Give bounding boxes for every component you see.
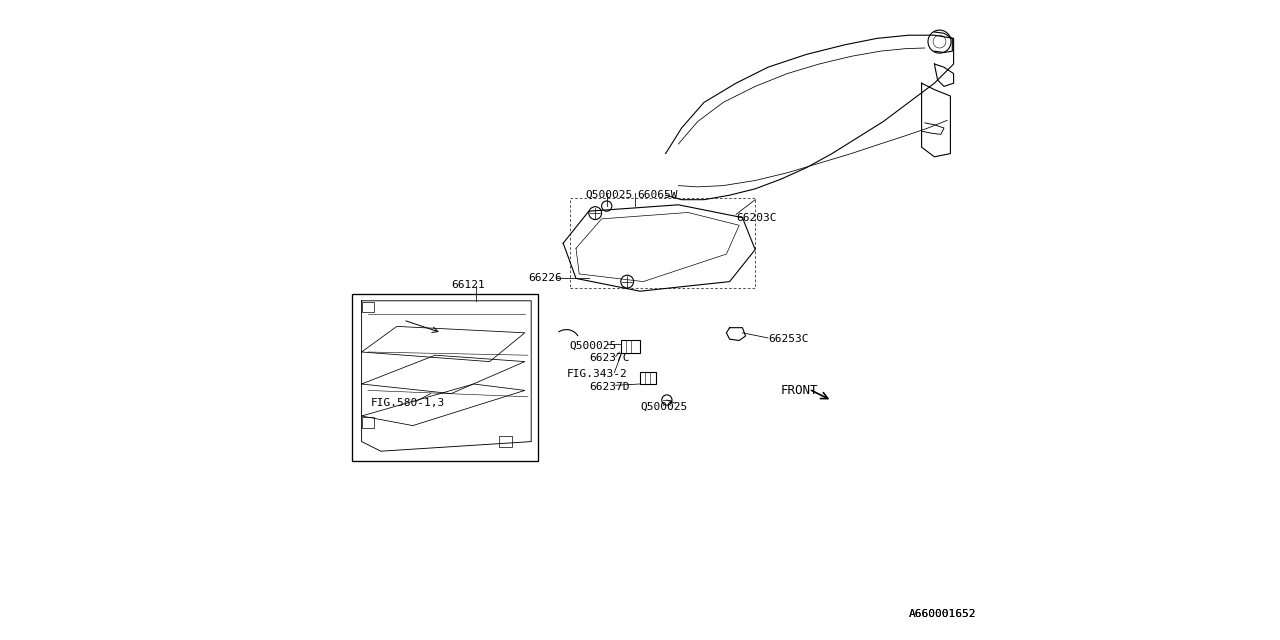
- Text: 66253C: 66253C: [768, 334, 809, 344]
- Text: 66065W: 66065W: [637, 190, 677, 200]
- Text: 66237C: 66237C: [589, 353, 630, 364]
- Text: Q500025: Q500025: [585, 190, 632, 200]
- Text: FIG.580-1,3: FIG.580-1,3: [371, 398, 445, 408]
- Bar: [362, 417, 375, 428]
- Bar: [362, 302, 375, 312]
- Bar: [499, 436, 512, 447]
- Text: 66237D: 66237D: [589, 382, 630, 392]
- Bar: [621, 340, 640, 353]
- Text: A660001652: A660001652: [909, 609, 977, 620]
- Bar: [640, 372, 657, 384]
- Text: FRONT: FRONT: [781, 384, 818, 397]
- Text: 66226: 66226: [529, 273, 562, 284]
- Text: Q500025: Q500025: [640, 401, 687, 412]
- Text: Q500025: Q500025: [570, 340, 617, 351]
- Bar: [352, 294, 538, 461]
- Text: FIG.343-2: FIG.343-2: [566, 369, 627, 380]
- Text: A660001652: A660001652: [909, 609, 977, 620]
- Text: 66121: 66121: [452, 280, 485, 290]
- Text: 66203C: 66203C: [736, 212, 777, 223]
